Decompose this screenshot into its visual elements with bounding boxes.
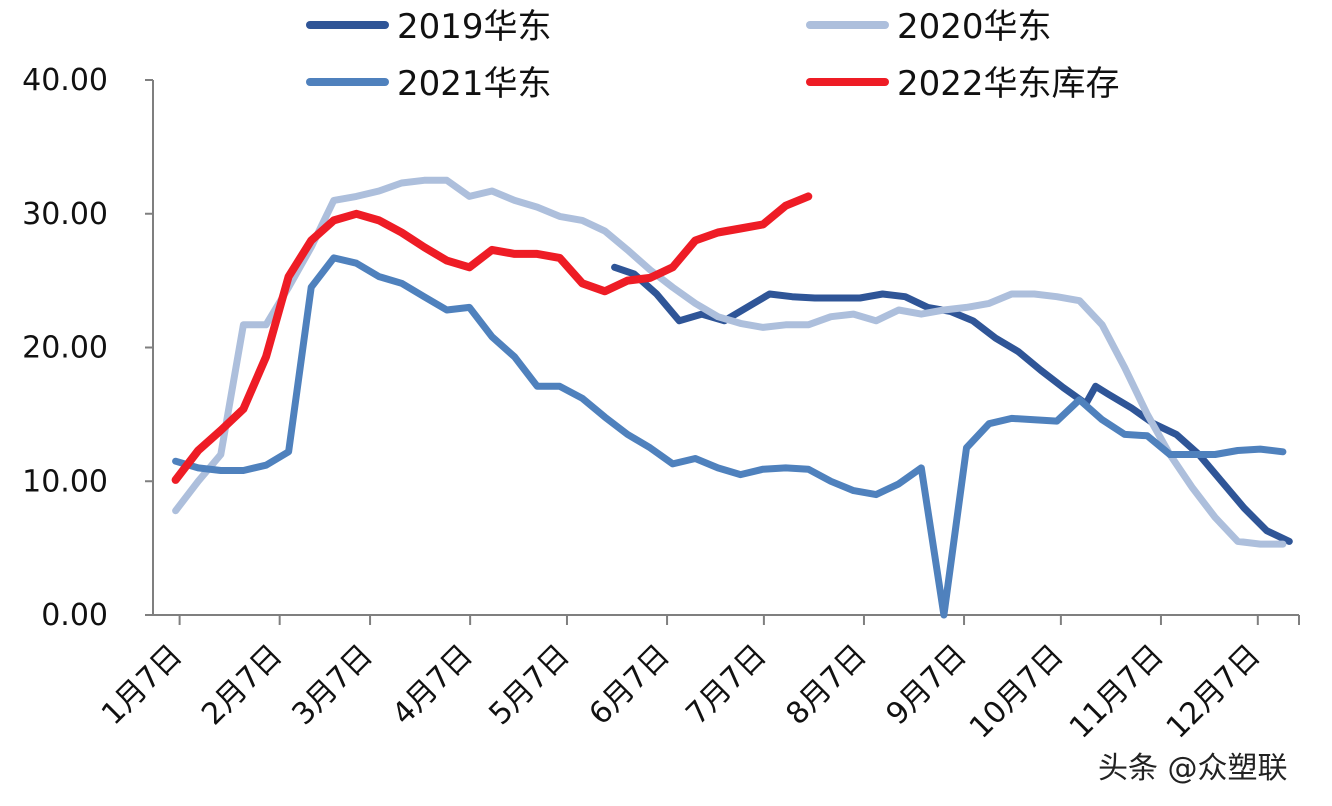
x-tick-label: 2月7日 xyxy=(195,638,289,732)
y-tick-label: 0.00 xyxy=(41,598,108,633)
series-line-2021华东 xyxy=(172,254,1287,619)
legend-label-2020: 2020华东 xyxy=(897,7,1052,47)
y-tick-label: 30.00 xyxy=(22,197,108,232)
legend: 2019华东 2020华东 2021华东 2022华东库存 xyxy=(306,7,1120,104)
x-tick-label: 12月7日 xyxy=(1160,638,1268,746)
watermark-text: 头条 @众塑联 xyxy=(1098,751,1288,786)
x-tick-label: 4月7日 xyxy=(386,638,480,732)
x-tick-label: 11月7日 xyxy=(1063,638,1171,746)
legend-label-2019: 2019华东 xyxy=(397,7,552,47)
x-tick-label: 1月7日 xyxy=(95,638,189,732)
series-line-2022华东库存 xyxy=(171,192,813,484)
x-tick-label: 5月7日 xyxy=(482,638,576,732)
legend-label-2022: 2022华东库存 xyxy=(897,64,1120,104)
y-tick-label: 10.00 xyxy=(22,464,108,499)
series-group xyxy=(171,176,1293,619)
legend-label-2021: 2021华东 xyxy=(397,64,552,104)
x-tick-label: 9月7日 xyxy=(880,638,974,732)
y-tick-label: 40.00 xyxy=(22,63,108,98)
x-tick-label: 3月7日 xyxy=(286,638,380,732)
x-tick-label: 6月7日 xyxy=(583,638,677,732)
y-tick-label: 20.00 xyxy=(22,331,108,366)
x-tick-label: 7月7日 xyxy=(679,638,773,732)
x-tick-label: 10月7日 xyxy=(963,638,1071,746)
series-line-2020华东 xyxy=(172,176,1287,548)
x-tick-label: 8月7日 xyxy=(779,638,873,732)
